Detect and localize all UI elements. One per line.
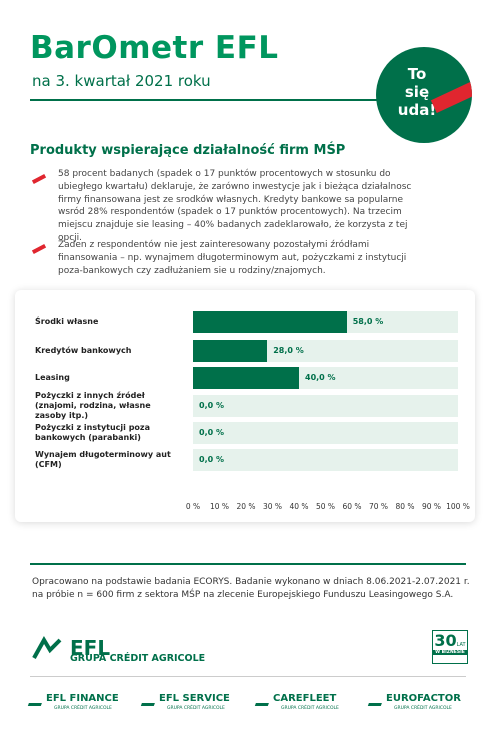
x-tick-label: 50 %	[315, 502, 336, 511]
x-tick-label: 100 %	[446, 502, 470, 511]
bar	[193, 367, 299, 389]
category-label: Leasing	[35, 373, 70, 382]
company-icon	[254, 694, 273, 706]
value-label: 0,0 %	[199, 401, 224, 410]
company-name: EFL FINANCE	[46, 693, 119, 704]
brand-group: GRUPA CRÉDIT AGRICOLE	[70, 653, 206, 664]
category-label: Środki własne	[35, 317, 99, 326]
company-name: EFL SERVICE	[159, 693, 230, 704]
divider	[30, 563, 466, 565]
bullet-text: Żaden z respondentów nie jest zaintereso…	[58, 240, 407, 276]
x-tick-label: 90 %	[421, 502, 442, 511]
x-tick-label: 0 %	[185, 502, 201, 511]
bullet-mark	[31, 173, 47, 185]
x-tick-label: 60 %	[342, 502, 362, 511]
section-title: Produkty wspierające działalność firm MŚ…	[30, 143, 346, 158]
x-tick-label: 70 %	[368, 502, 389, 511]
brand-logo	[32, 636, 62, 659]
bar-track	[193, 395, 458, 417]
subtitle: na 3. kwartał 2021 roku	[32, 72, 211, 90]
category-label: Wynajem długoterminowy aut (CFM)	[35, 450, 171, 469]
category-label: Kredytów bankowych	[35, 346, 132, 355]
anniversary-text: W BIZNESIE	[433, 650, 467, 655]
bar	[193, 340, 268, 362]
company-name: EUROFACTOR	[386, 693, 461, 704]
x-tick-label: 80 %	[395, 502, 415, 511]
company-group: GRUPA CRÉDIT AGRICOLE	[394, 706, 452, 711]
badge-text: To się uda!	[397, 65, 437, 119]
value-label: 0,0 %	[199, 455, 224, 464]
company-icon	[367, 694, 386, 706]
category-label: Pożyczki z innych źródeł (znajomi, rodzi…	[35, 391, 151, 420]
company-group: GRUPA CRÉDIT AGRICOLE	[281, 706, 339, 711]
category-label: Pożyczki z instytucji poza bankowych (pa…	[35, 423, 150, 442]
company-group: GRUPA CRÉDIT AGRICOLE	[167, 706, 225, 711]
x-tick-label: 20 %	[236, 502, 256, 511]
bullet-mark	[31, 243, 47, 255]
bullet-text: 58 procent badanych (spadek o 17 punktów…	[58, 169, 412, 243]
footnote: Opracowano na podstawie badania ECORYS. …	[32, 577, 470, 600]
company-name: CAREFLEET	[273, 693, 337, 704]
company-icon	[140, 694, 159, 706]
bar-track	[193, 422, 458, 444]
x-tick-label: 10 %	[209, 502, 230, 511]
anniversary-unit: LAT	[456, 642, 466, 648]
brand-name: EFL	[70, 636, 111, 660]
badge: To się uda!	[376, 47, 472, 143]
x-tick-label: 30 %	[262, 502, 283, 511]
divider	[30, 99, 382, 101]
anniversary: 30LAT W BIZNESIE	[432, 630, 468, 664]
x-tick-label: 40 %	[289, 502, 309, 511]
bar	[193, 311, 347, 333]
value-label: 28,0 %	[273, 346, 304, 355]
company-group: GRUPA CRÉDIT AGRICOLE	[54, 706, 112, 711]
company-icon	[27, 694, 46, 706]
divider	[30, 676, 466, 677]
value-label: 58,0 %	[352, 317, 384, 326]
anniversary-number: 30	[434, 631, 457, 650]
value-label: 0,0 %	[199, 428, 224, 437]
title: BarOmetr EFL	[30, 30, 279, 66]
bar-track	[193, 449, 458, 471]
value-label: 40,0 %	[305, 373, 336, 382]
